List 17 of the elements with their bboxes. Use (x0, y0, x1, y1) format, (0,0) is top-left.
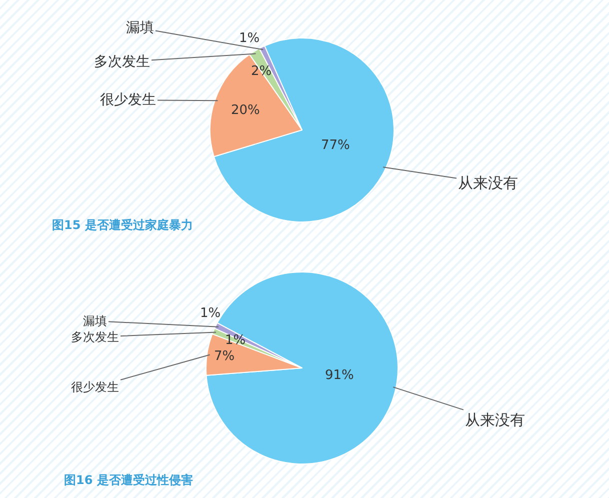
slice-label: 从来没有 (458, 174, 518, 192)
data-label: 20% (231, 103, 260, 118)
data-label: 1% (200, 306, 221, 321)
data-label: 2% (251, 64, 272, 79)
slice-label: 漏填 (126, 20, 154, 36)
text: 图15 是否遭受过家庭暴力 (52, 218, 193, 232)
slice-label: 漏填 (83, 314, 107, 328)
slice-label: 多次发生 (71, 330, 119, 344)
text: 图16 是否遭受过性侵害 (64, 473, 193, 487)
slice-label: 从来没有 (465, 411, 525, 429)
slice-label: 多次发生 (94, 54, 150, 70)
data-label: 7% (214, 349, 235, 364)
slice-label: 很少发生 (100, 92, 156, 108)
data-label: 77% (321, 138, 350, 153)
data-label: 91% (325, 368, 354, 383)
data-label: 1% (239, 31, 260, 46)
slice-label: 很少发生 (71, 380, 119, 394)
